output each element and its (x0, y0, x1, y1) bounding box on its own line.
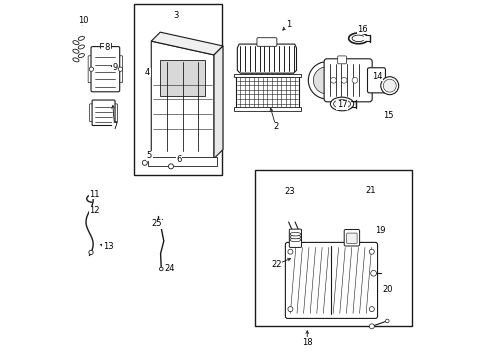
Bar (160, 60, 204, 96)
Bar (235, 76, 299, 108)
FancyBboxPatch shape (88, 56, 94, 82)
Bar (251, 73, 255, 77)
Polygon shape (151, 41, 214, 158)
FancyBboxPatch shape (256, 38, 276, 46)
Bar (245, 73, 250, 77)
FancyBboxPatch shape (91, 46, 120, 92)
Bar (254, 170, 411, 326)
Bar (288, 73, 293, 77)
Text: 25: 25 (151, 219, 162, 228)
Bar (267, 73, 271, 77)
Text: 16: 16 (357, 25, 367, 34)
Circle shape (159, 267, 163, 271)
Bar (240, 73, 244, 77)
Ellipse shape (289, 235, 300, 239)
Bar (262, 73, 266, 77)
Text: 9: 9 (113, 63, 118, 72)
Text: 23: 23 (284, 187, 295, 196)
Circle shape (142, 160, 147, 165)
Circle shape (368, 307, 373, 312)
Text: 1: 1 (285, 19, 290, 28)
FancyBboxPatch shape (92, 100, 115, 126)
Circle shape (118, 67, 122, 71)
FancyBboxPatch shape (324, 59, 371, 102)
Circle shape (383, 79, 395, 92)
Ellipse shape (289, 232, 300, 236)
Circle shape (89, 67, 93, 71)
Circle shape (370, 270, 376, 276)
Polygon shape (237, 44, 296, 73)
Text: 18: 18 (301, 338, 312, 347)
Ellipse shape (73, 49, 79, 53)
Text: 14: 14 (371, 72, 382, 81)
Bar (256, 73, 261, 77)
Ellipse shape (333, 100, 350, 108)
Text: 10: 10 (78, 16, 88, 25)
Text: 17: 17 (336, 100, 346, 109)
FancyBboxPatch shape (367, 68, 385, 93)
Text: 7: 7 (112, 122, 117, 131)
Circle shape (308, 62, 345, 99)
Bar (233, 74, 301, 77)
FancyBboxPatch shape (346, 233, 356, 243)
Circle shape (368, 324, 373, 329)
Circle shape (313, 67, 340, 94)
Ellipse shape (78, 54, 84, 58)
Bar (272, 73, 277, 77)
Circle shape (351, 77, 357, 83)
Text: 24: 24 (163, 265, 174, 274)
Circle shape (341, 77, 346, 83)
FancyBboxPatch shape (289, 229, 301, 247)
Text: 19: 19 (375, 226, 385, 235)
Text: 3: 3 (173, 10, 179, 19)
Text: 13: 13 (102, 242, 113, 251)
FancyBboxPatch shape (337, 56, 346, 64)
Circle shape (330, 77, 336, 83)
Bar (233, 107, 301, 111)
Circle shape (168, 164, 173, 169)
Text: 5: 5 (146, 151, 152, 160)
Text: 15: 15 (382, 111, 392, 120)
FancyBboxPatch shape (112, 104, 117, 122)
FancyBboxPatch shape (285, 242, 377, 319)
Polygon shape (151, 32, 223, 55)
FancyBboxPatch shape (89, 104, 94, 122)
Circle shape (380, 77, 398, 95)
Text: 6: 6 (176, 155, 182, 164)
Bar (134, 4, 222, 175)
Circle shape (287, 307, 292, 312)
Text: 20: 20 (381, 285, 392, 294)
FancyBboxPatch shape (344, 229, 359, 246)
Text: 2: 2 (273, 122, 278, 131)
Bar (283, 73, 287, 77)
Circle shape (89, 250, 93, 255)
Text: 21: 21 (365, 186, 375, 195)
Circle shape (385, 319, 388, 323)
Text: 22: 22 (271, 260, 282, 269)
Ellipse shape (73, 58, 79, 62)
Text: 4: 4 (145, 68, 150, 77)
Text: 12: 12 (89, 206, 100, 215)
Ellipse shape (330, 97, 353, 111)
Text: 11: 11 (89, 190, 100, 199)
FancyBboxPatch shape (117, 56, 122, 82)
Bar (277, 73, 282, 77)
Bar (148, 157, 217, 166)
Ellipse shape (78, 45, 84, 49)
Ellipse shape (73, 41, 79, 45)
Polygon shape (214, 46, 223, 158)
Circle shape (368, 249, 373, 254)
Ellipse shape (78, 36, 84, 40)
Circle shape (287, 249, 292, 254)
Text: 8: 8 (104, 43, 110, 52)
Ellipse shape (289, 238, 300, 242)
